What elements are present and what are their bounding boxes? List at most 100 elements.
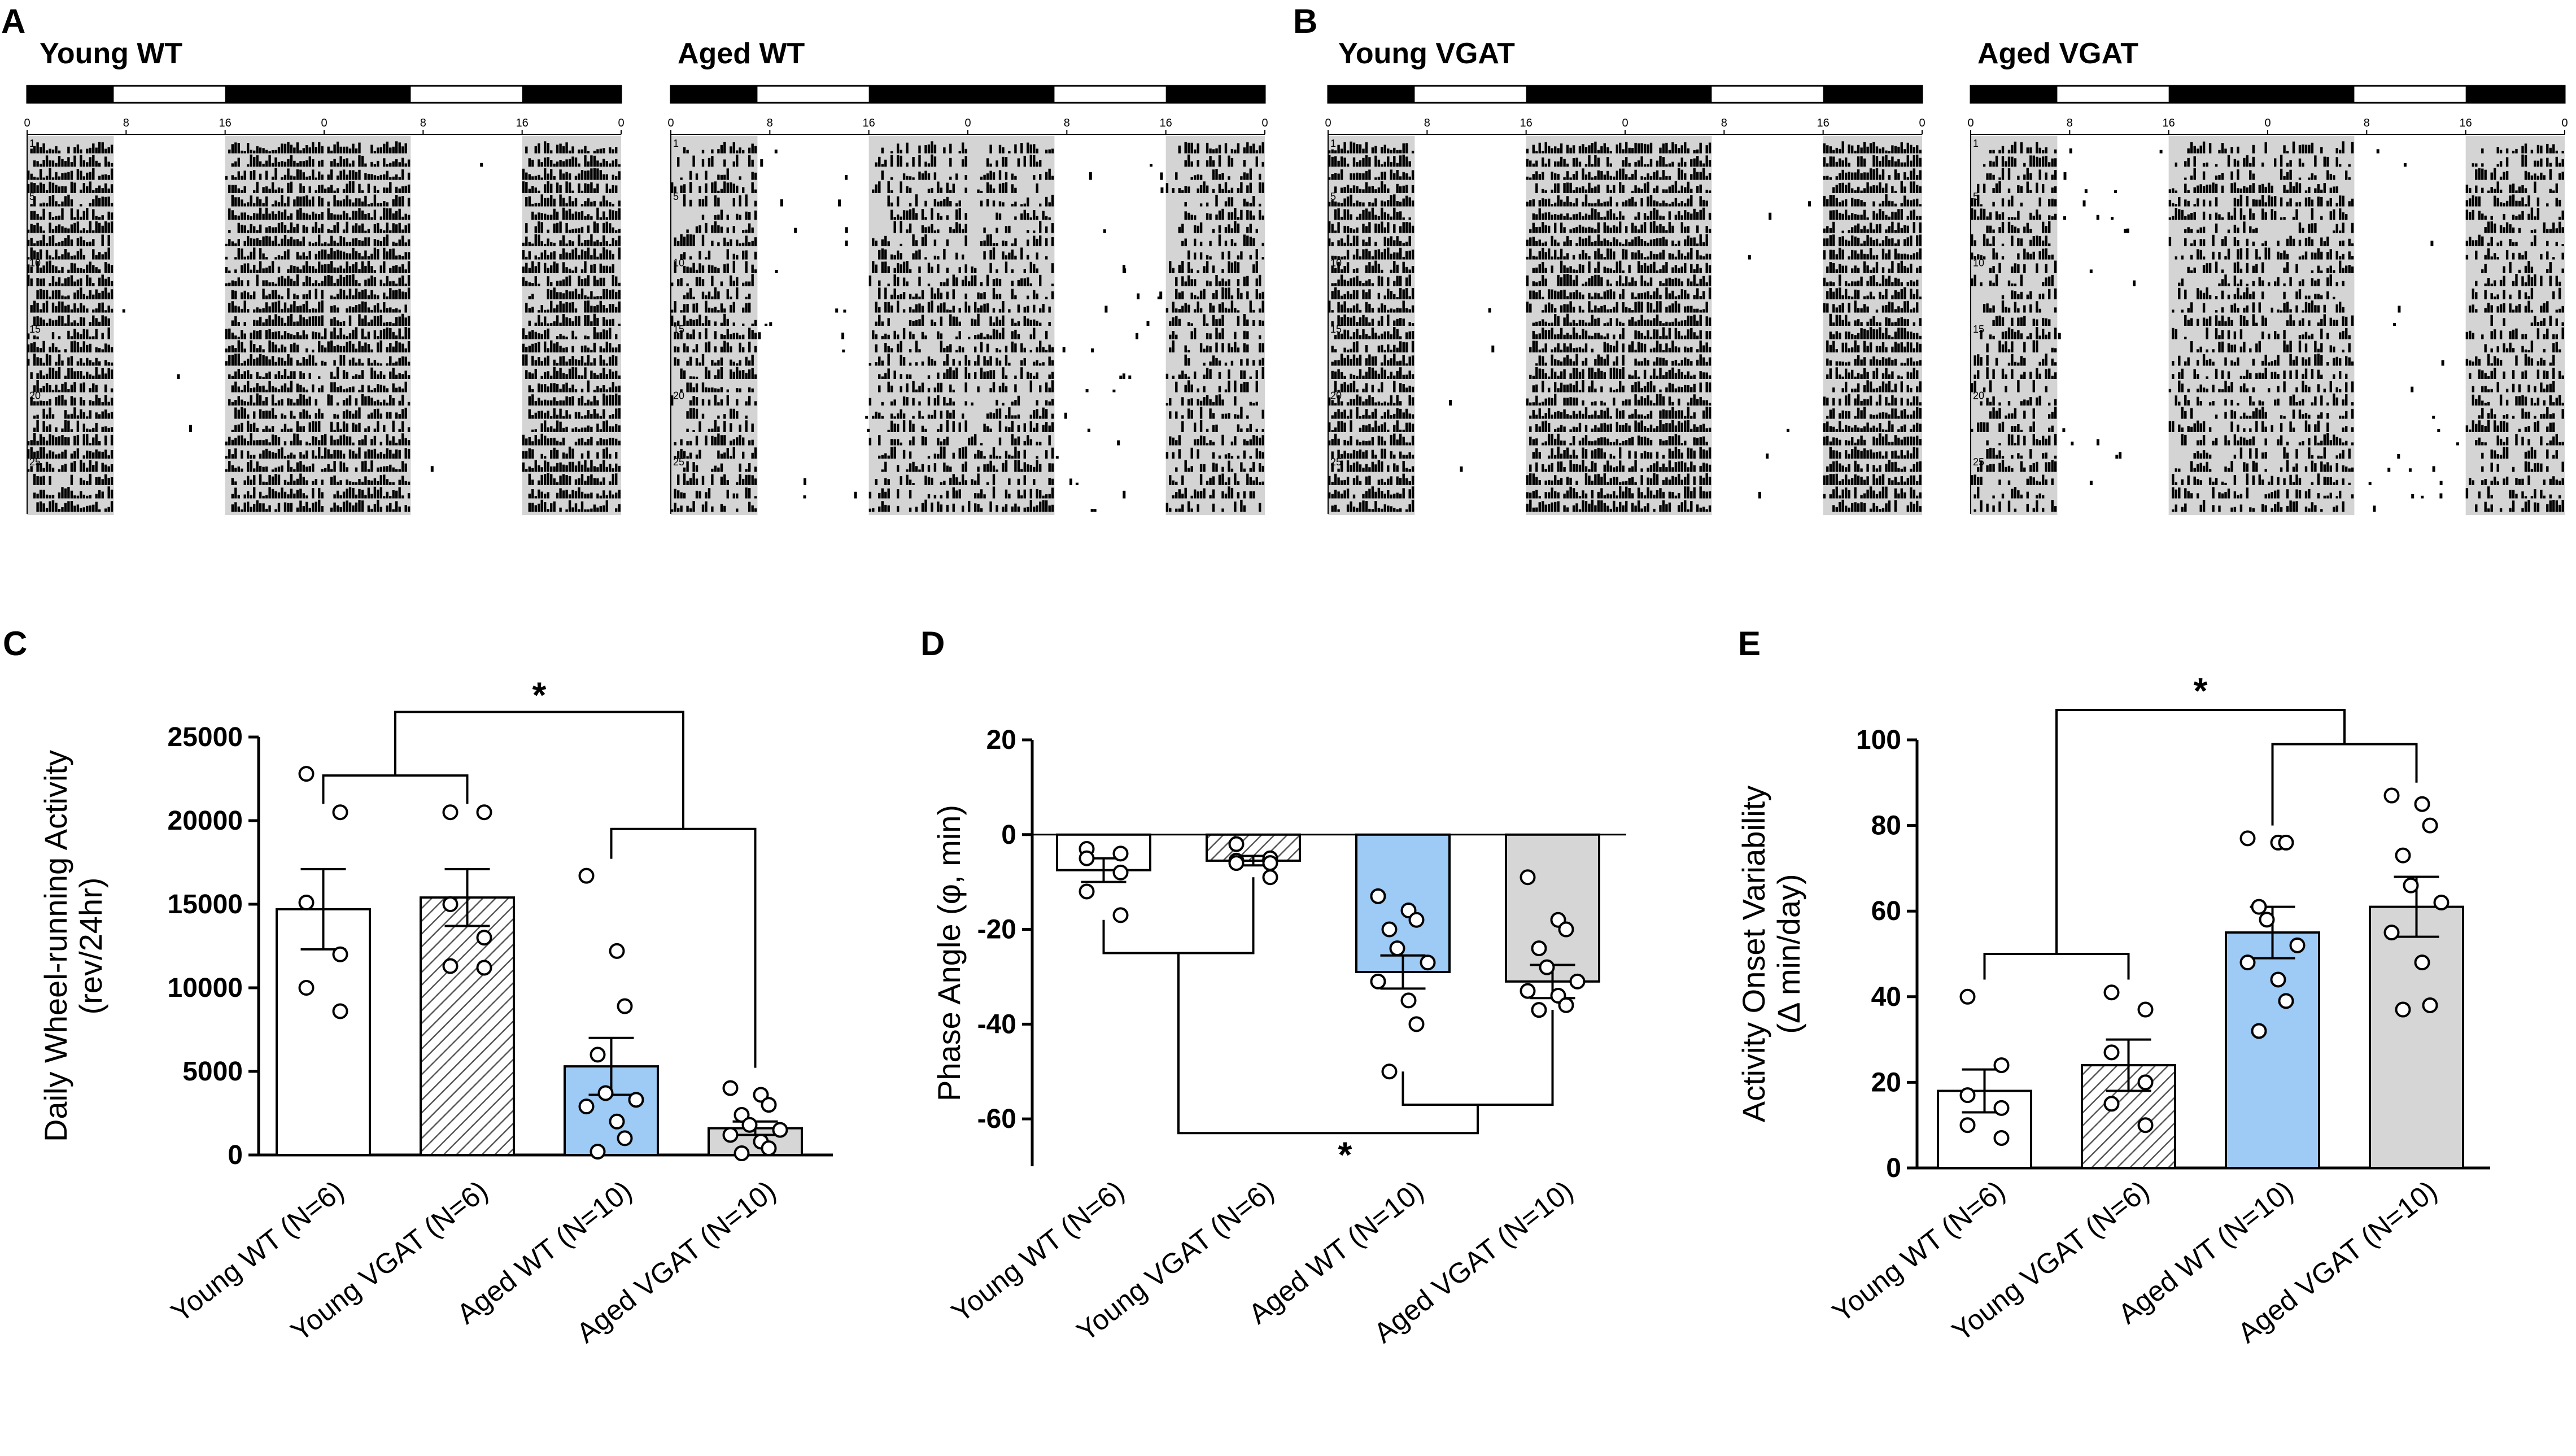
time-tick-label: 16 — [516, 117, 529, 129]
y-axis-title: Daily Wheel-running Activity (rev/24hr) — [38, 750, 108, 1142]
data-point — [1569, 973, 1586, 989]
data-point — [1262, 855, 1278, 871]
dark-phase-segment — [1625, 86, 1712, 103]
data-point — [2103, 1044, 2120, 1061]
significance-marker: * — [2194, 670, 2208, 711]
data-point — [733, 1145, 750, 1162]
data-point — [2137, 1001, 2154, 1018]
actogram-title-young-vgat: Young VGAT — [1338, 37, 1515, 70]
day-tick-label: 1 — [29, 138, 35, 149]
y-tick-label: 100 — [1856, 725, 1901, 755]
bracket-aged — [1401, 1010, 1554, 1106]
data-point — [617, 998, 633, 1014]
data-point — [1408, 912, 1425, 928]
data-point — [476, 930, 492, 946]
data-point — [2278, 834, 2294, 851]
day-tick-label: 1 — [1330, 138, 1336, 149]
y-tick-label: 5000 — [182, 1057, 243, 1087]
data-point — [1389, 940, 1405, 957]
dark-phase-segment — [968, 86, 1055, 103]
dark-phase-segment — [2168, 86, 2268, 103]
data-point — [1558, 921, 1574, 938]
bar-4 — [1505, 833, 1600, 983]
dark-phase-segment — [522, 86, 621, 103]
dark-phase-segment — [868, 86, 968, 103]
data-point — [1558, 997, 1574, 1013]
y-tick-label: -40 — [977, 1009, 1016, 1039]
data-point — [1381, 921, 1398, 938]
data-point — [578, 1098, 595, 1115]
day-tick-label: 20 — [1973, 390, 1984, 402]
data-point — [1228, 855, 1245, 871]
bracket-compare — [1177, 953, 1479, 1135]
data-point — [617, 1130, 633, 1147]
data-point — [2137, 1074, 2154, 1091]
dark-phase-segment — [2465, 86, 2565, 103]
data-point — [2403, 877, 2419, 893]
day-tick-label: 15 — [1973, 324, 1984, 335]
significance-marker: * — [532, 675, 547, 716]
data-point — [609, 1113, 625, 1130]
time-tick-label: 8 — [420, 117, 426, 129]
dark-phase-segment — [1823, 86, 1922, 103]
y-tick-label: 0 — [1001, 820, 1016, 850]
panel-letter-c: C — [3, 625, 27, 662]
data-point — [298, 766, 315, 782]
time-tick-label: 0 — [2264, 117, 2271, 129]
bar-3 — [2225, 931, 2320, 1169]
data-point — [298, 895, 315, 911]
time-tick-label: 16 — [1520, 117, 1532, 129]
data-point — [2414, 796, 2430, 812]
panel-letter-e: E — [1738, 625, 1761, 662]
y-axis-title-text: Phase Angle (φ, min) — [931, 805, 967, 1101]
data-point — [609, 943, 625, 959]
y-tick-label: -60 — [977, 1104, 1016, 1134]
activity-bursts — [27, 141, 621, 512]
data-point — [2395, 1001, 2411, 1018]
data-point — [1262, 869, 1278, 886]
time-tick-label: 16 — [863, 117, 875, 129]
y-axis-units-text: (Δ min/day) — [1771, 874, 1806, 1034]
bracket-young — [1983, 953, 2130, 980]
y-tick-label: 15000 — [168, 890, 243, 919]
dark-phase-segment — [1165, 86, 1265, 103]
data-point — [722, 1080, 739, 1096]
data-point — [761, 1097, 777, 1113]
day-tick-label: 10 — [1973, 258, 1984, 269]
panel-letter-b: B — [1293, 2, 1317, 40]
time-tick-label: 8 — [1424, 117, 1430, 129]
data-point — [2422, 997, 2438, 1013]
time-tick-label: 8 — [123, 117, 129, 129]
time-tick-label: 0 — [321, 117, 327, 129]
y-tick-label: -20 — [977, 915, 1016, 945]
time-tick-label: 0 — [1919, 117, 1925, 129]
activity-bursts — [1971, 141, 2564, 512]
data-point — [442, 958, 459, 974]
data-point — [590, 1144, 606, 1160]
data-point — [1531, 1002, 1547, 1018]
time-tick-label: 0 — [964, 117, 971, 129]
data-point — [628, 1092, 644, 1108]
bracket-aged — [610, 827, 757, 1068]
data-point — [476, 960, 492, 976]
y-axis-title: Phase Angle (φ, min) — [931, 805, 967, 1101]
dark-phase-segment — [1526, 86, 1625, 103]
y-axis-title-text: Daily Wheel-running Activity — [38, 750, 73, 1142]
data-point — [332, 804, 348, 821]
day-tick-label: 1 — [673, 138, 679, 149]
data-point — [1420, 954, 1436, 971]
y-tick-label: 0 — [1886, 1153, 1901, 1183]
data-point — [2395, 847, 2411, 864]
actogram-title-aged-wt: Aged WT — [678, 37, 805, 70]
time-tick-label: 8 — [2364, 117, 2370, 129]
data-point — [1993, 1100, 2010, 1116]
data-point — [2278, 993, 2294, 1009]
y-tick-label: 80 — [1871, 811, 1901, 841]
y-tick-label: 25000 — [168, 722, 243, 752]
day-tick-label: 20 — [673, 390, 684, 402]
